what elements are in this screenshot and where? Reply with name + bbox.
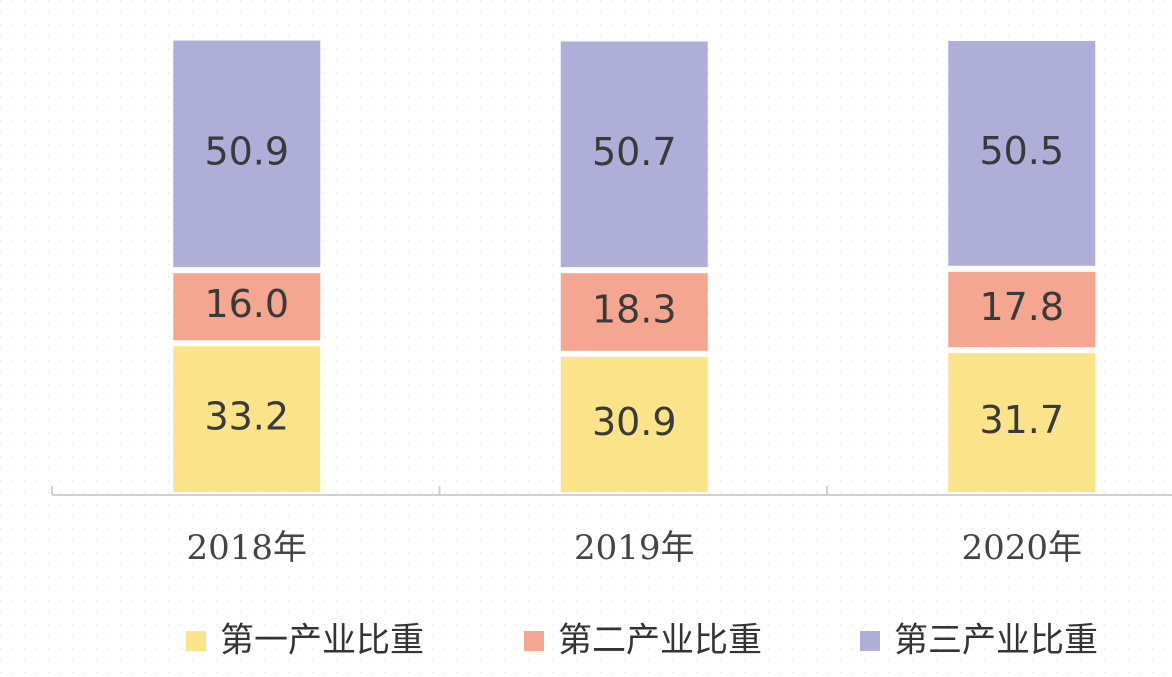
value-label: 17.8	[979, 285, 1064, 329]
legend-swatch	[524, 631, 544, 651]
bar-segment	[948, 353, 1096, 492]
value-label: 50.9	[204, 129, 289, 173]
bar-segment	[173, 40, 321, 268]
legend-swatch	[186, 631, 206, 651]
bar-segment	[560, 273, 708, 351]
bar-segment	[173, 273, 321, 341]
value-label: 18.3	[592, 287, 677, 331]
value-label: 33.2	[204, 395, 289, 439]
legend-label: 第三产业比重	[894, 621, 1098, 661]
legend-label: 第一产业比重	[220, 621, 424, 661]
x-tick-label: 2019年	[574, 528, 695, 568]
legend-swatch	[860, 631, 880, 651]
value-label: 30.9	[592, 400, 677, 444]
bar-segment	[948, 271, 1096, 348]
bar-segment	[560, 356, 708, 492]
value-label: 31.7	[979, 398, 1064, 442]
bar-segment	[948, 41, 1096, 266]
x-tick-label: 2018年	[186, 528, 307, 568]
x-tick-label: 2020年	[961, 528, 1082, 568]
value-label: 16.0	[204, 282, 289, 326]
bar-segment	[560, 41, 708, 268]
value-label: 50.5	[979, 129, 1064, 173]
value-label: 50.7	[592, 130, 677, 174]
legend-label: 第二产业比重	[558, 621, 762, 661]
bar-segment	[173, 346, 321, 492]
